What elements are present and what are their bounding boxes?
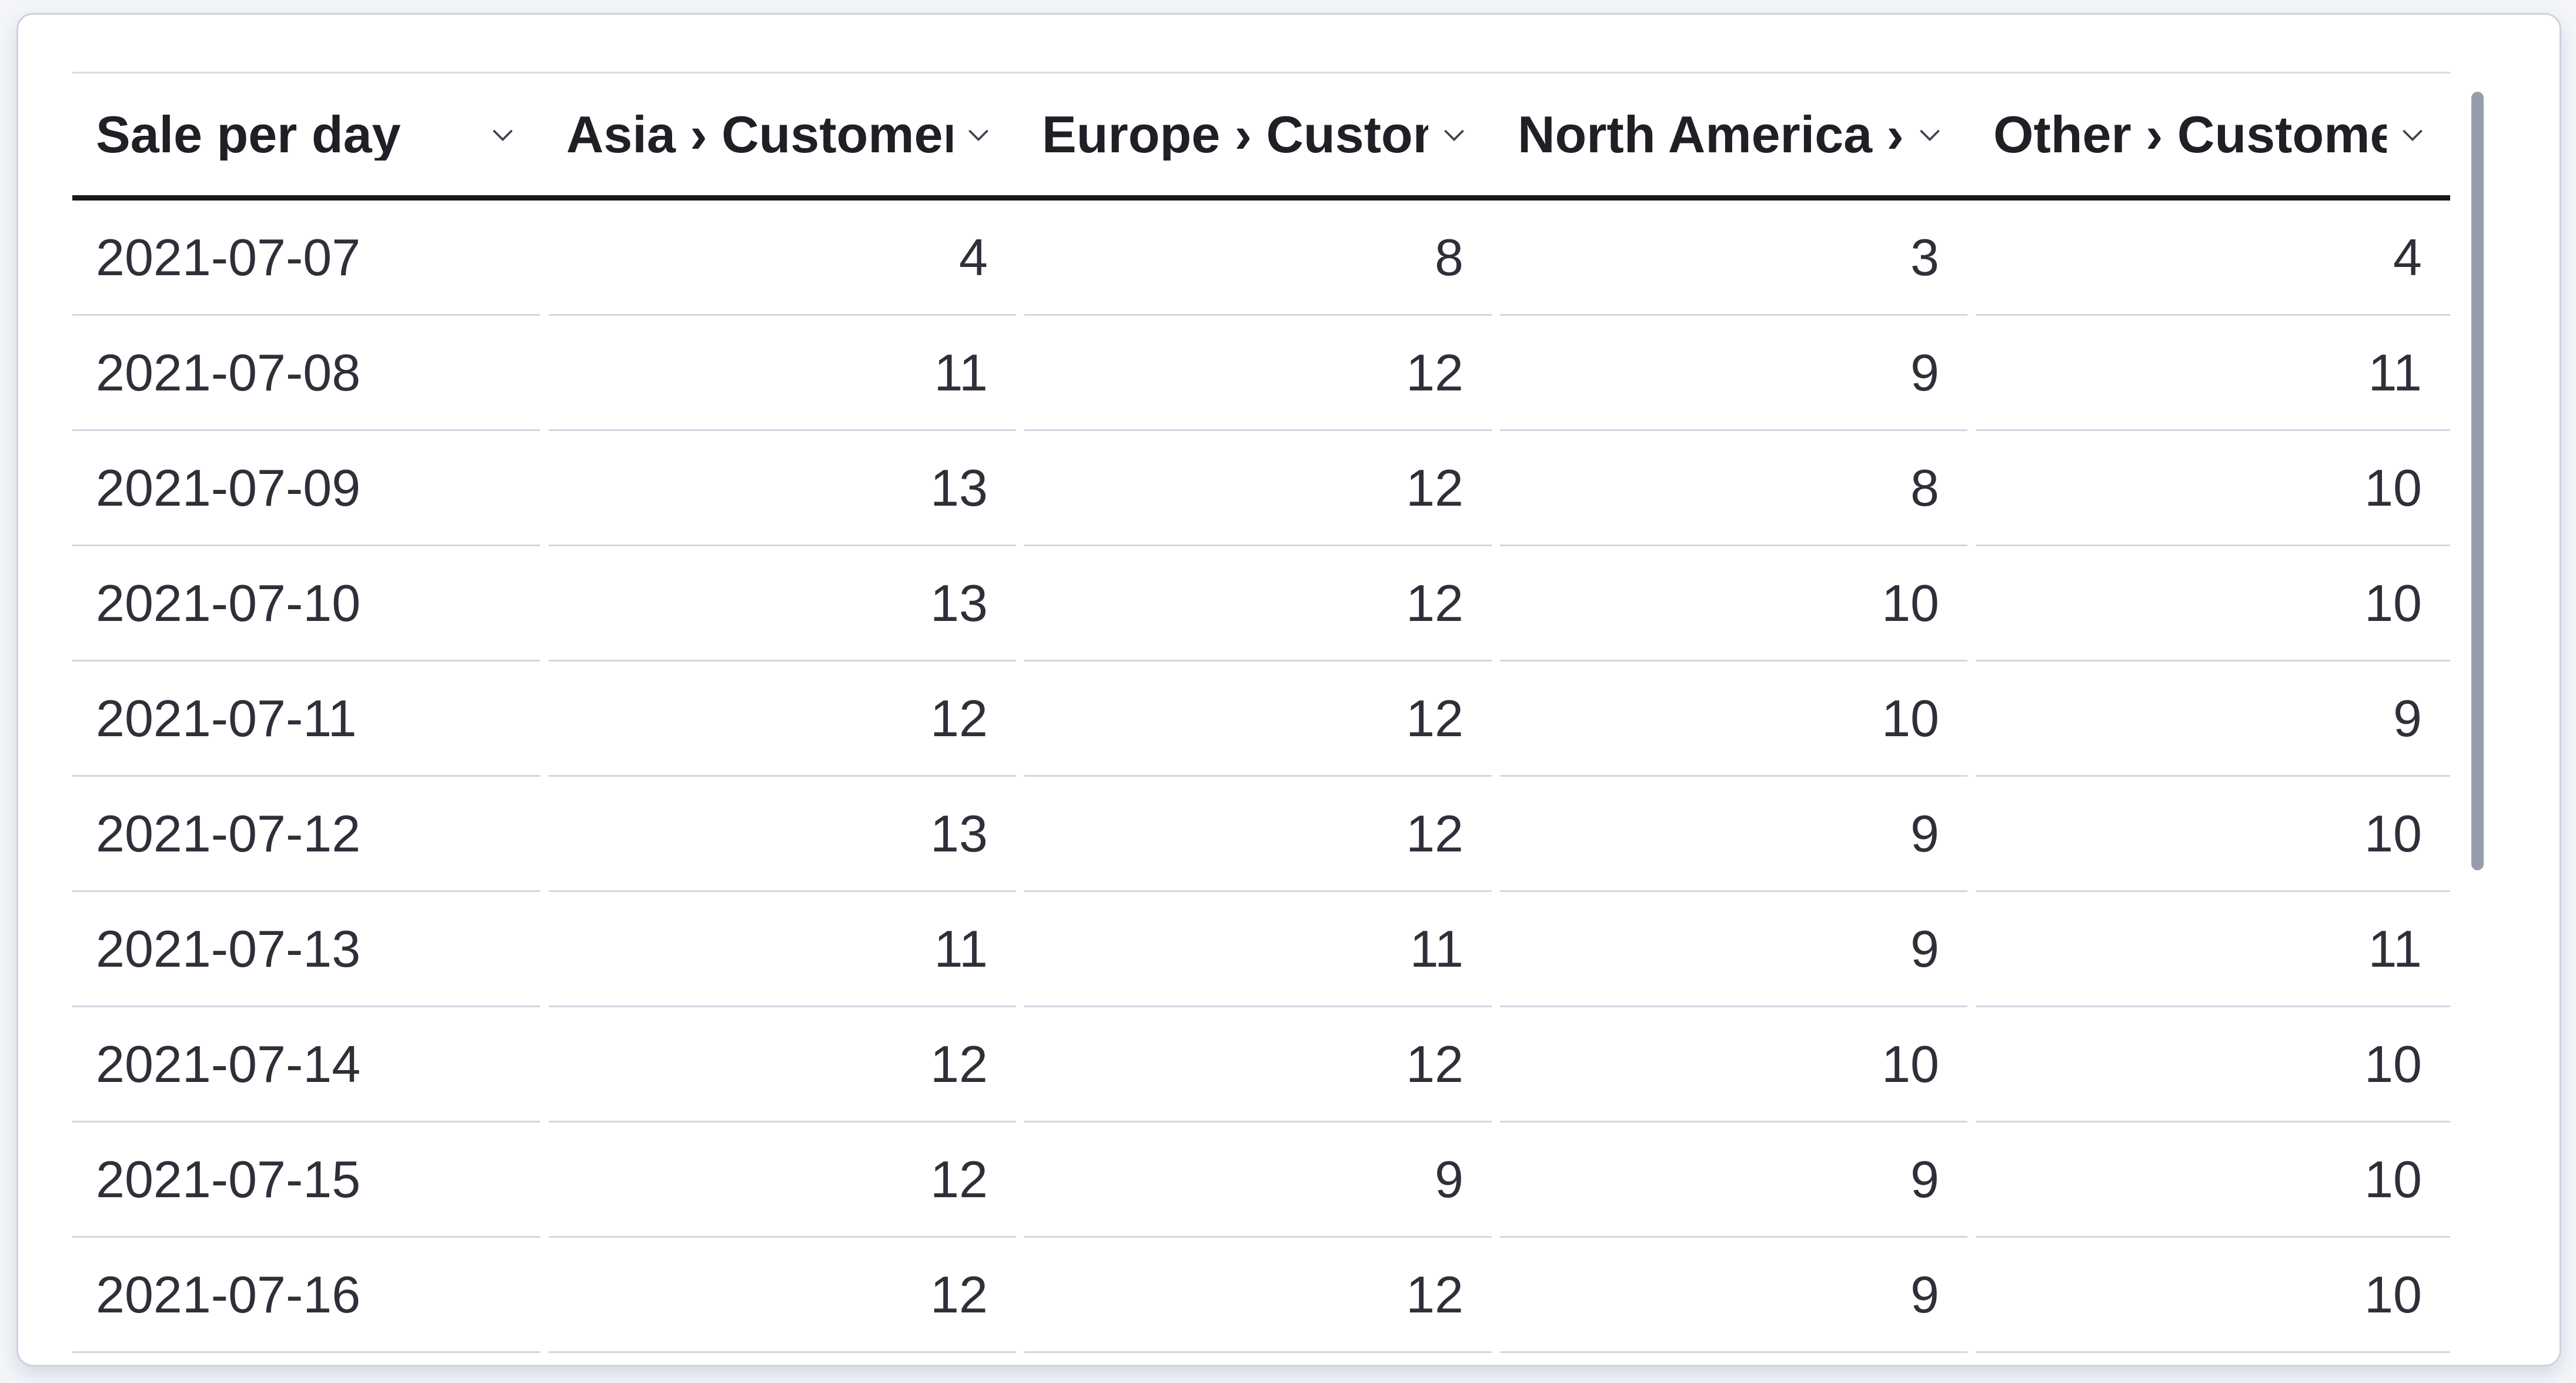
chevron-down-icon [487,119,518,150]
value-cell: 10 [1500,546,1967,662]
column-header-4[interactable]: Other › Customers [1976,74,2450,195]
column-header-3[interactable]: North America › Customers [1500,74,1967,195]
value-cell: 10 [1976,1123,2450,1238]
value-cell: 9 [1500,316,1967,431]
chevron-down-icon [2397,119,2428,150]
date-cell: 2021-07-11 [72,662,540,777]
value-cell: 4 [1976,201,2450,316]
value-cell: 12 [1024,431,1492,546]
value-cell: 11 [549,892,1016,1007]
value-cell: 10 [1500,662,1967,777]
value-cell: 12 [1024,1238,1492,1353]
date-cell: 2021-07-10 [72,546,540,662]
value-cell: 11 [1024,892,1492,1007]
value-cell: 12 [549,1238,1016,1353]
column-header-label: North America › Customers [1518,108,1904,161]
value-cell: 10 [1976,1238,2450,1353]
value-cell: 12 [1024,662,1492,777]
value-cell: 9 [1500,1238,1967,1353]
table-row: 2021-07-13 11 11 9 11 [72,892,2450,1007]
table-row: 2021-07-07 4 8 3 4 [72,201,2450,316]
value-cell: 10 [1976,431,2450,546]
column-header-0[interactable]: Sale per day [72,74,540,195]
value-cell: 13 [549,777,1016,892]
chevron-down-icon [1915,119,1945,150]
date-cell: 2021-07-09 [72,431,540,546]
table-row: 2021-07-15 12 9 9 10 [72,1123,2450,1238]
date-cell: 2021-07-08 [72,316,540,431]
value-cell: 12 [1024,316,1492,431]
value-cell: 9 [1500,1123,1967,1238]
column-header-1[interactable]: Asia › Customers [549,74,1016,195]
table-row: 2021-07-14 12 12 10 10 [72,1007,2450,1123]
table-row: 2021-07-16 12 12 9 10 [72,1238,2450,1353]
table-panel: Sale per day Asia › Customers Europe › Cus… [16,13,2561,1367]
value-cell: 13 [549,431,1016,546]
value-cell: 10 [1976,777,2450,892]
value-cell: 11 [1976,892,2450,1007]
chevron-down-icon [963,119,994,150]
value-cell: 13 [549,546,1016,662]
table-body: 2021-07-07 4 8 3 4 2021-07-08 11 12 9 11 2021-07-0… [72,201,2450,1353]
column-header-label: Asia › Customers [566,108,953,161]
value-cell: 9 [1976,662,2450,777]
value-cell: 9 [1500,777,1967,892]
column-header-label: Other › Customers [1993,108,2387,161]
vertical-scrollbar-thumb[interactable] [2471,92,2484,870]
value-cell: 11 [549,316,1016,431]
value-cell: 4 [549,201,1016,316]
value-cell: 10 [1976,1007,2450,1123]
column-header-label: Sale per day [96,108,401,161]
value-cell: 12 [1024,546,1492,662]
table-header-row: Sale per day Asia › Customers Europe › Cus… [72,72,2450,201]
date-cell: 2021-07-15 [72,1123,540,1238]
value-cell: 3 [1500,201,1967,316]
data-grid: Sale per day Asia › Customers Europe › Cus… [72,72,2450,1353]
table-row: 2021-07-08 11 12 9 11 [72,316,2450,431]
value-cell: 9 [1024,1123,1492,1238]
value-cell: 8 [1024,201,1492,316]
table-row: 2021-07-09 13 12 8 10 [72,431,2450,546]
date-cell: 2021-07-14 [72,1007,540,1123]
value-cell: 12 [1024,1007,1492,1123]
value-cell: 10 [1500,1007,1967,1123]
value-cell: 9 [1500,892,1967,1007]
value-cell: 11 [1976,316,2450,431]
value-cell: 10 [1976,546,2450,662]
chevron-down-icon [1439,119,1469,150]
value-cell: 12 [549,1007,1016,1123]
value-cell: 12 [549,1123,1016,1238]
value-cell: 12 [549,662,1016,777]
date-cell: 2021-07-07 [72,201,540,316]
date-cell: 2021-07-13 [72,892,540,1007]
column-header-label: Europe › Customers [1042,108,1428,161]
date-cell: 2021-07-12 [72,777,540,892]
date-cell: 2021-07-16 [72,1238,540,1353]
table-row: 2021-07-11 12 12 10 9 [72,662,2450,777]
table-row: 2021-07-12 13 12 9 10 [72,777,2450,892]
column-header-2[interactable]: Europe › Customers [1024,74,1492,195]
value-cell: 8 [1500,431,1967,546]
value-cell: 12 [1024,777,1492,892]
table-row: 2021-07-10 13 12 10 10 [72,546,2450,662]
